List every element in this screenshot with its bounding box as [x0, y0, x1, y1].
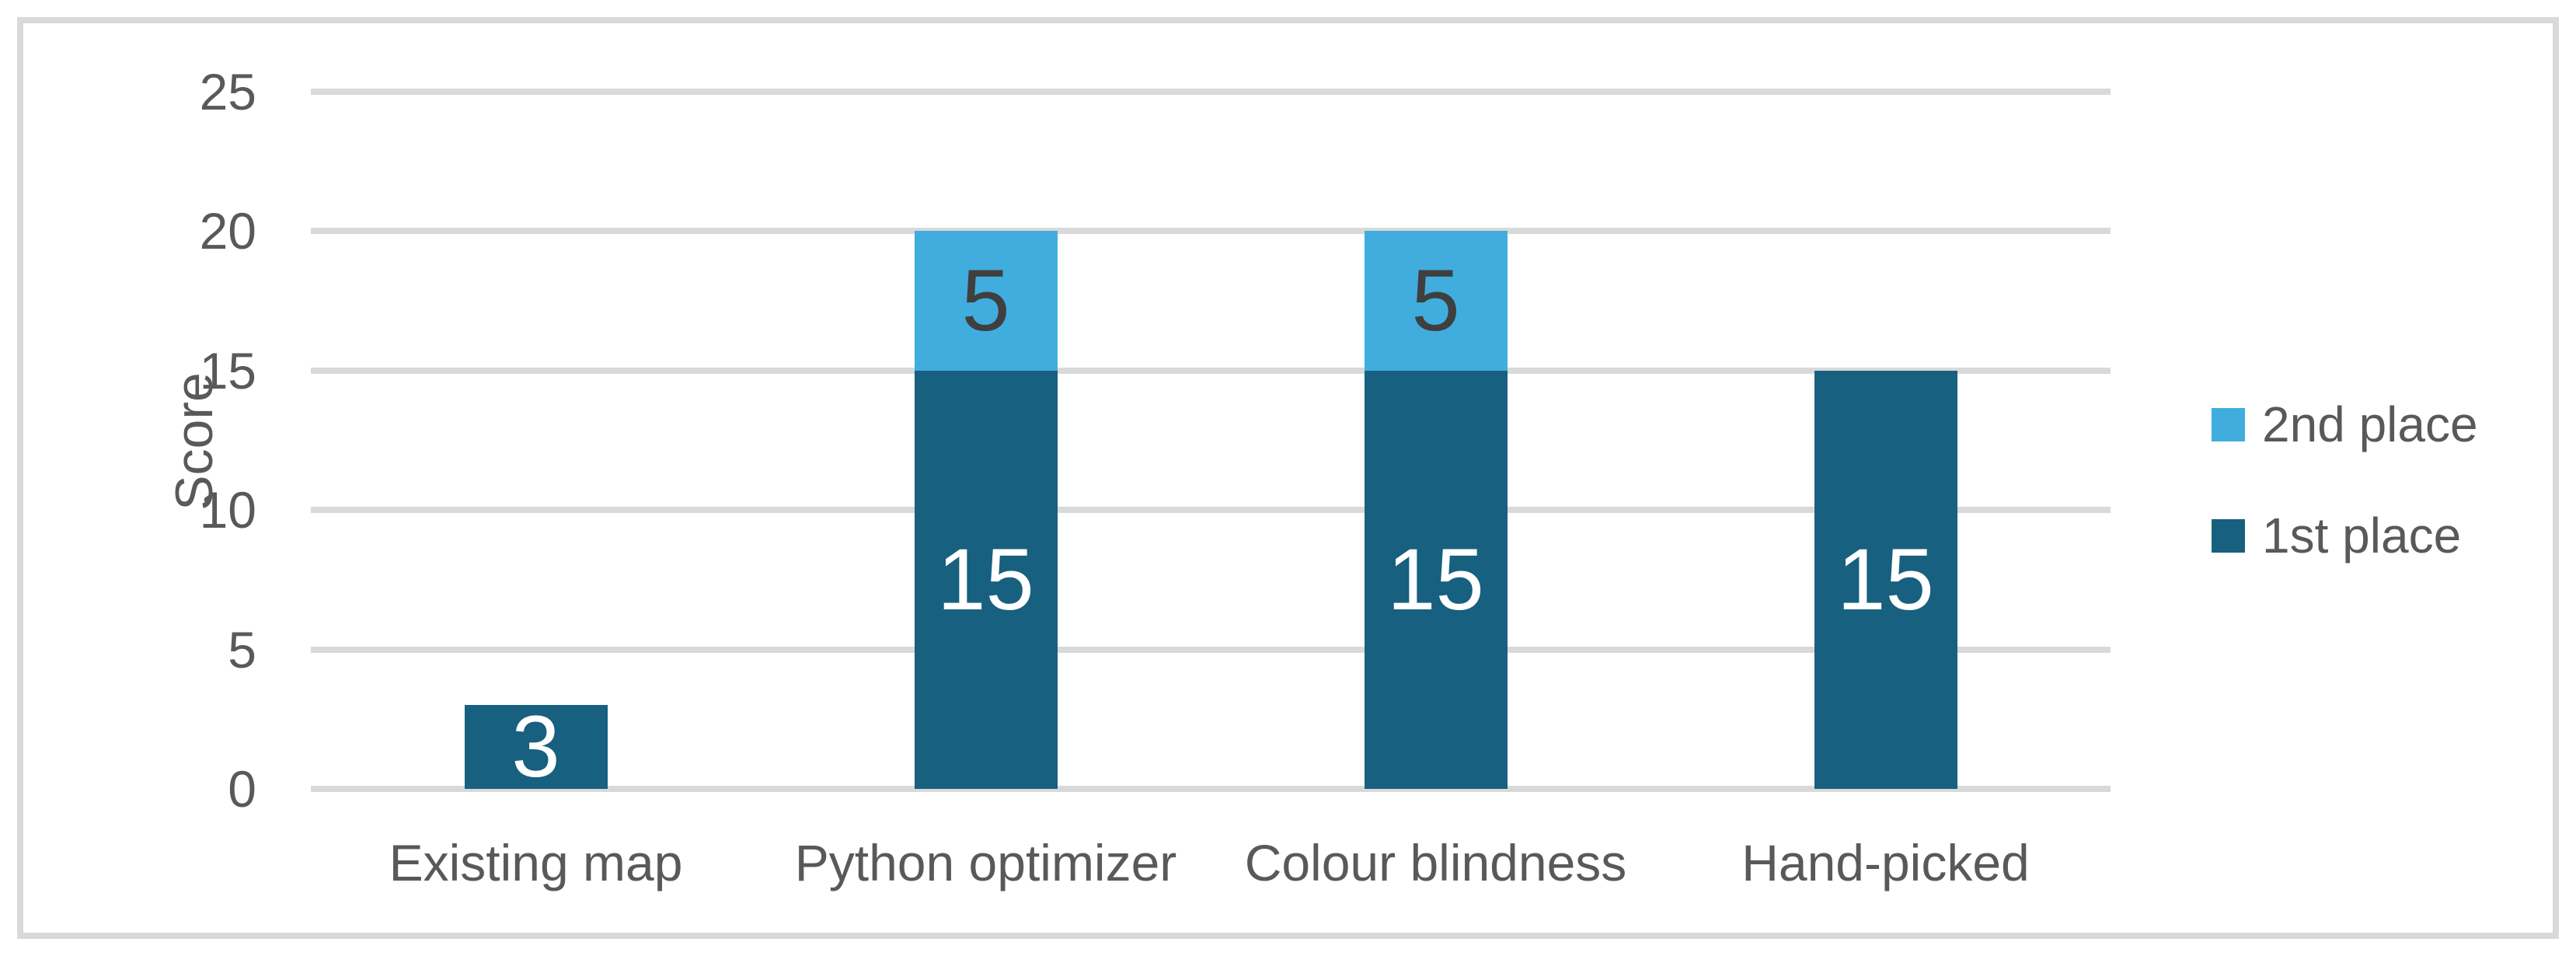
bar-python-optimizer-1st-place: 15	[914, 370, 1058, 789]
bar-colour-blindness-2nd-place: 5	[1364, 231, 1508, 371]
y-tick-label-10: 10	[199, 481, 256, 539]
gridline-y-10	[311, 507, 2111, 514]
bar-value-label: 15	[1837, 530, 1934, 628]
x-category-label-existing-map: Existing map	[389, 834, 683, 891]
bar-value-label: 15	[1387, 530, 1484, 628]
bar-value-label: 5	[961, 252, 1010, 350]
legend-item-2nd-place: 2nd place	[2212, 396, 2478, 452]
legend-swatch-1st-place	[2212, 518, 2245, 553]
x-category-label-colour-blindness: Colour blindness	[1244, 834, 1627, 891]
y-tick-label-25: 25	[199, 63, 256, 120]
gridline-y-15	[311, 367, 2111, 374]
gridline-y-20	[311, 228, 2111, 235]
x-category-label-python-optimizer: Python optimizer	[794, 834, 1177, 891]
x-category-label-hand-picked: Hand-picked	[1741, 834, 2030, 891]
bar-hand-picked-1st-place: 15	[1814, 370, 1957, 789]
bar-python-optimizer-2nd-place: 5	[914, 231, 1058, 371]
y-tick-label-20: 20	[199, 202, 256, 260]
chart-frame	[17, 17, 2559, 939]
legend-swatch-2nd-place	[2212, 407, 2245, 441]
gridline-y-25	[311, 89, 2111, 95]
legend-label: 2nd place	[2262, 396, 2478, 452]
bar-colour-blindness-1st-place: 15	[1364, 370, 1508, 789]
bar-value-label: 3	[511, 698, 560, 796]
y-tick-label-0: 0	[228, 760, 256, 818]
bar-existing-map-1st-place: 3	[464, 698, 608, 796]
bar-value-label: 15	[937, 530, 1034, 628]
y-tick-label-15: 15	[199, 341, 256, 399]
gridline-y-5	[311, 646, 2111, 653]
y-tick-label-5: 5	[228, 620, 256, 679]
legend-label: 1st place	[2262, 508, 2462, 563]
legend-item-1st-place: 1st place	[2212, 511, 2461, 560]
x-axis-line	[311, 786, 2111, 792]
bar-value-label: 5	[1411, 252, 1460, 350]
